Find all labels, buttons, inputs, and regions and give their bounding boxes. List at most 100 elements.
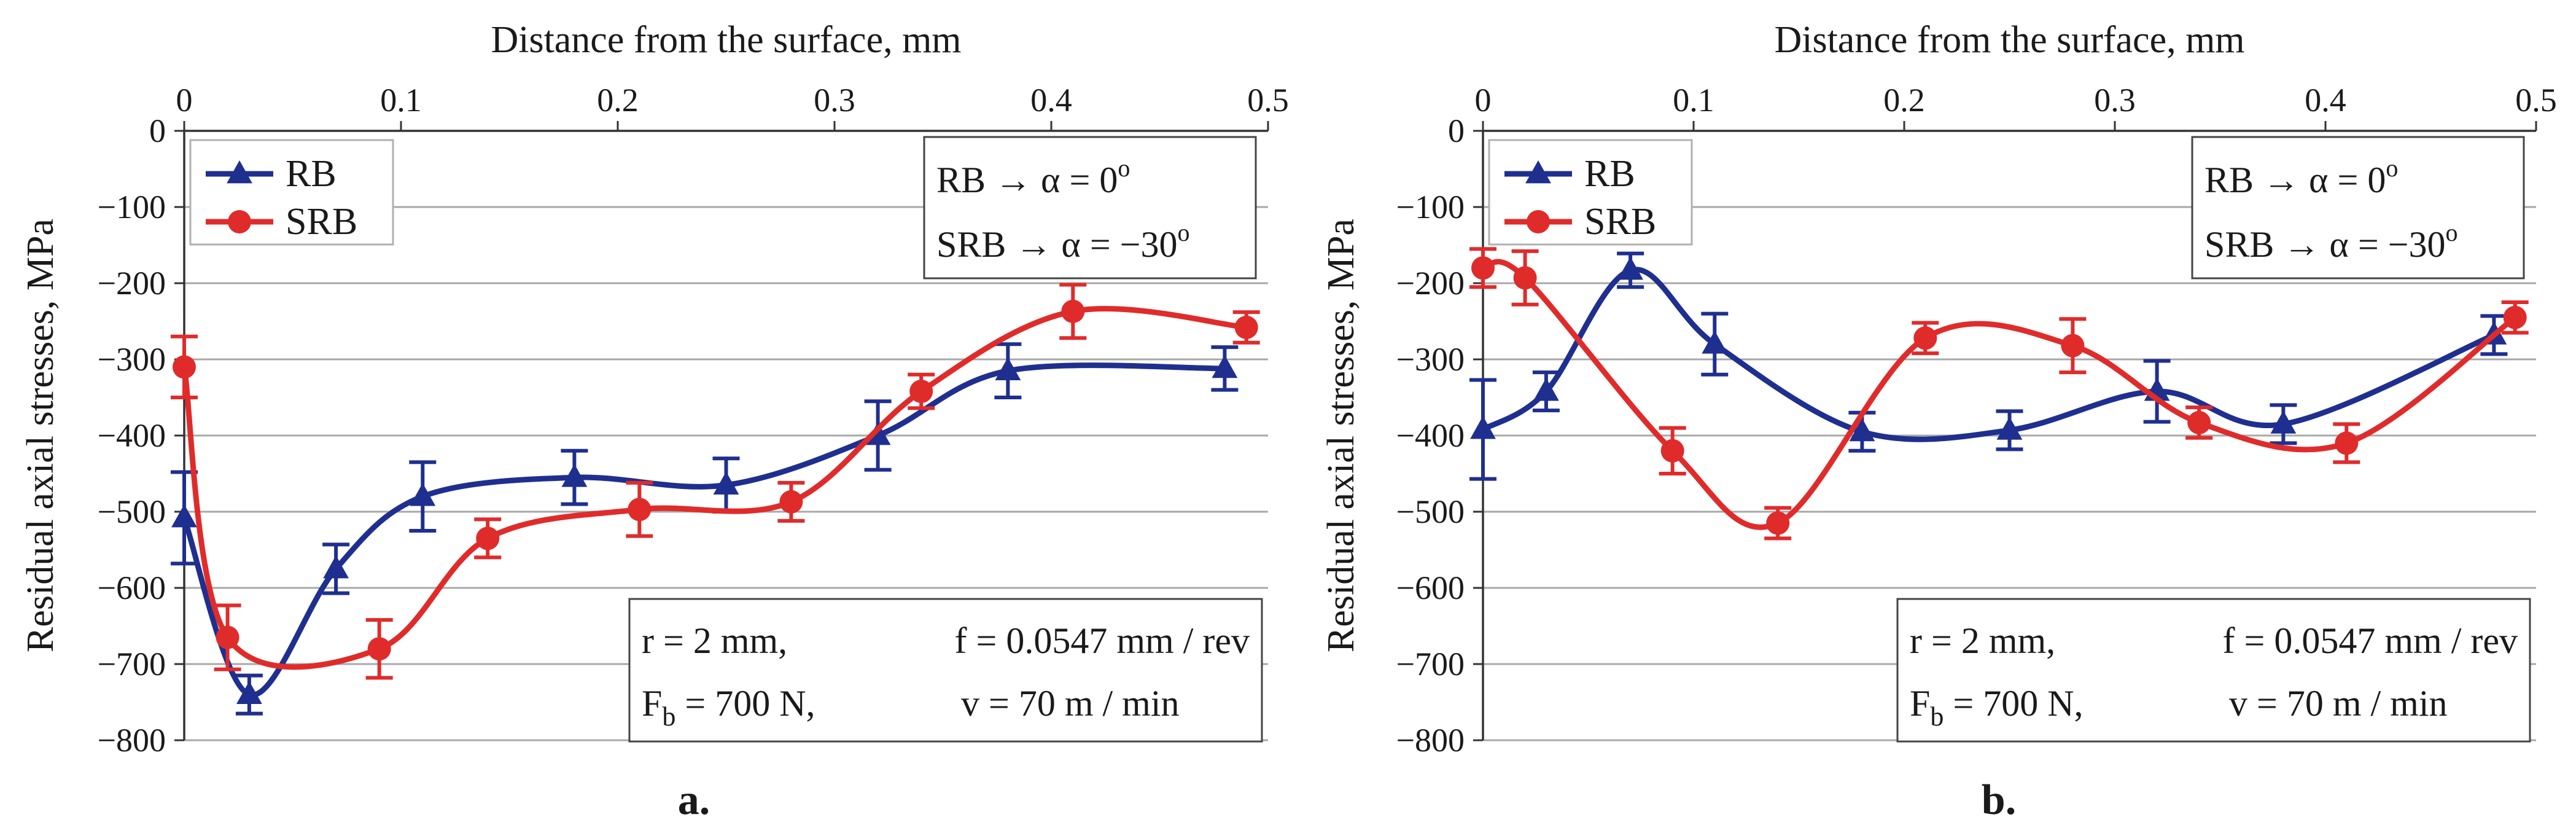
angle-srb-text: SRB → α = −30 [2204, 224, 2446, 265]
rb-point [171, 504, 197, 528]
legend-box [189, 139, 394, 246]
degree-superscript: o [1178, 219, 1190, 246]
y-tick-label: −700 [98, 646, 166, 682]
legend-marker [1525, 160, 1551, 184]
srb-point [909, 380, 933, 404]
degree-superscript: o [1118, 154, 1130, 182]
parameter-box [1896, 598, 2531, 743]
force-value: = 700 N, [675, 683, 815, 724]
y-tick-label: −500 [1396, 493, 1465, 530]
force-symbol: F [1910, 683, 1930, 724]
angle-box [923, 136, 1257, 280]
angle-line-srb: SRB → α = −30o [2204, 219, 2458, 265]
force-subscript: b [1930, 702, 1944, 732]
y-tick-label: −400 [98, 417, 166, 454]
rb-point [713, 471, 739, 495]
param-velocity: v = 70 m / min [2229, 683, 2448, 724]
srb-point [367, 637, 391, 661]
y-tick-label: −600 [98, 569, 166, 606]
param-radius: r = 2 mm, [642, 620, 787, 661]
y-tick-label: −200 [98, 265, 166, 302]
srb-point [173, 355, 196, 379]
x-tick-label: 0 [1475, 82, 1492, 119]
x-tick-label: 0.1 [1673, 82, 1714, 119]
rb-point [2270, 410, 2297, 434]
x-tick-label: 0.2 [1883, 82, 1925, 119]
force-symbol: F [642, 683, 662, 724]
param-force: Fb = 700 N, [1910, 683, 2084, 732]
x-tick-label: 0.3 [2094, 82, 2136, 119]
series-srb [1469, 247, 2529, 541]
y-tick-label: 0 [1448, 112, 1465, 149]
legend-label-srb: SRB [286, 201, 357, 243]
y-axis-title: Residual axial stresses, MPa [1320, 219, 1362, 652]
x-tick-label: 0.4 [1030, 82, 1072, 119]
rb-point [1212, 354, 1238, 378]
srb-point [2335, 431, 2359, 455]
srb-point [1234, 315, 1258, 339]
x-tick-label: 0.1 [380, 82, 422, 119]
angle-srb-text: SRB → α = −30 [936, 224, 1178, 265]
legend-marker [228, 210, 251, 233]
y-tick-label: −100 [1396, 189, 1465, 225]
angle-rb-text: RB → α = 0 [2204, 160, 2386, 200]
rb-point [1849, 418, 1875, 442]
rb-point [995, 357, 1021, 380]
rb-point [561, 464, 588, 487]
srb-point [1660, 439, 1684, 463]
panel-label: b. [1982, 776, 2016, 824]
rb-point [323, 555, 349, 579]
angle-box [2191, 136, 2525, 280]
force-subscript: b [662, 702, 675, 732]
param-feed: f = 0.0547 mm / rev [955, 620, 1250, 661]
x-tick-label: 0.5 [2515, 82, 2557, 119]
chart-panel-a: 0 −100 −200 −300 −400 −500 −600 −700 −800 0 0.1 0.2… [20, 19, 1289, 824]
srb-point [1061, 299, 1085, 323]
rb-point [1533, 378, 1559, 401]
srb-point [2187, 410, 2211, 434]
srb-point [628, 498, 652, 522]
y-tick-label: −200 [1396, 265, 1465, 302]
legend: RB SRB [1488, 139, 1693, 246]
parameter-annotation: r = 2 mm, f = 0.0547 mm / rev Fb = 700 N, v… [1896, 598, 2531, 743]
srb-point [1766, 511, 1790, 535]
y-tick-label: −400 [1396, 417, 1465, 454]
angle-line-rb: RB → α = 0o [2204, 154, 2398, 200]
legend-box [1488, 139, 1693, 246]
legend-label-rb: RB [1584, 153, 1635, 195]
panel-label: a. [678, 776, 710, 824]
y-tick-label: −100 [98, 189, 166, 225]
srb-line [1480, 259, 2518, 530]
parameter-annotation: r = 2 mm, f = 0.0547 mm / rev Fb = 700 N, v… [628, 598, 1263, 743]
srb-point [476, 526, 500, 550]
degree-superscript: o [2386, 154, 2398, 182]
y-tick-label: −800 [98, 722, 166, 759]
srb-line [181, 305, 1250, 670]
legend-marker [227, 160, 252, 184]
srb-point [2503, 305, 2527, 329]
param-force: Fb = 700 N, [642, 683, 815, 732]
y-axis-title: Residual axial stresses, MPa [20, 219, 61, 652]
x-axis-title: Distance from the surface, mm [1774, 19, 2244, 61]
param-radius: r = 2 mm, [1910, 620, 2055, 661]
legend: RB SRB [189, 139, 394, 246]
srb-point [2061, 334, 2085, 358]
rb-point [1470, 416, 1496, 439]
series-rb [1469, 251, 2508, 481]
angle-line-srb: SRB → α = −30o [936, 219, 1190, 265]
x-tick-label: 0.2 [597, 82, 639, 119]
series-rb [171, 342, 1239, 716]
legend-label-srb: SRB [1584, 201, 1656, 243]
y-tick-label: −800 [1396, 722, 1465, 759]
param-velocity: v = 70 m / min [961, 683, 1180, 724]
param-feed: f = 0.0547 mm / rev [2223, 620, 2518, 661]
rb-point [1996, 416, 2023, 440]
y-tick-label: 0 [149, 112, 166, 149]
parameter-box [628, 598, 1263, 743]
y-tick-label: −600 [1396, 569, 1465, 606]
srb-point [216, 625, 239, 649]
rb-point [1617, 256, 1643, 280]
rb-point [410, 483, 436, 506]
